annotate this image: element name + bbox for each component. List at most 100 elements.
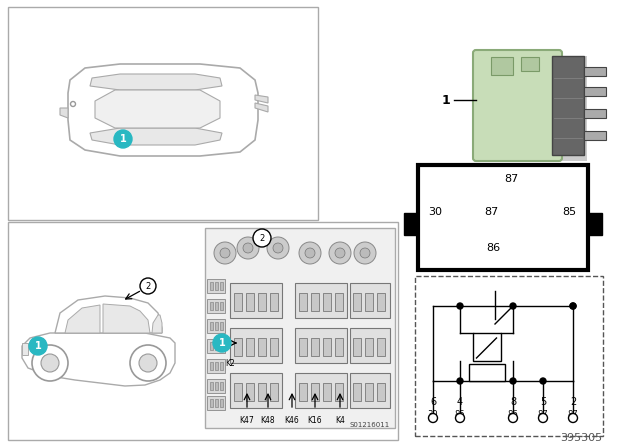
Circle shape <box>130 345 166 381</box>
Text: 86: 86 <box>508 409 518 418</box>
Bar <box>205 228 395 428</box>
Bar <box>521 57 539 71</box>
Text: K48: K48 <box>260 415 275 425</box>
Polygon shape <box>68 64 258 156</box>
Bar <box>415 276 603 436</box>
Text: 30: 30 <box>428 409 438 418</box>
Polygon shape <box>255 103 268 112</box>
Bar <box>311 338 319 356</box>
Bar <box>234 383 242 401</box>
Polygon shape <box>22 333 175 386</box>
Bar <box>335 383 343 401</box>
Bar <box>246 338 254 356</box>
Bar <box>418 165 588 270</box>
Text: K4: K4 <box>335 415 345 425</box>
Bar <box>220 322 223 330</box>
Bar <box>8 7 318 220</box>
Bar <box>220 302 223 310</box>
Bar <box>207 279 225 293</box>
Circle shape <box>510 378 516 384</box>
Bar <box>258 383 266 401</box>
Bar <box>220 282 223 290</box>
Text: 1: 1 <box>120 134 126 144</box>
Bar <box>323 293 331 311</box>
Circle shape <box>140 278 156 294</box>
Circle shape <box>540 378 546 384</box>
Polygon shape <box>90 74 222 90</box>
Circle shape <box>267 237 289 259</box>
Bar <box>295 373 347 408</box>
Text: 85: 85 <box>562 207 576 217</box>
Bar <box>323 338 331 356</box>
Bar <box>335 293 343 311</box>
Text: 1: 1 <box>219 338 225 348</box>
Bar <box>215 302 218 310</box>
Circle shape <box>360 248 370 258</box>
Bar <box>215 282 218 290</box>
Bar <box>210 399 213 407</box>
Polygon shape <box>55 296 162 333</box>
Circle shape <box>538 414 547 422</box>
Circle shape <box>139 354 157 372</box>
Text: 1: 1 <box>35 341 42 351</box>
Bar <box>215 382 218 390</box>
Circle shape <box>509 414 518 422</box>
Bar <box>210 382 213 390</box>
Bar <box>377 338 385 356</box>
Text: 87: 87 <box>538 409 548 418</box>
Bar <box>299 383 307 401</box>
Bar <box>207 319 225 333</box>
Bar <box>210 322 213 330</box>
Bar <box>207 359 225 373</box>
Bar <box>210 362 213 370</box>
Circle shape <box>29 337 47 355</box>
Circle shape <box>457 303 463 309</box>
Bar <box>468 364 504 381</box>
Bar <box>230 283 282 318</box>
Bar <box>207 379 225 393</box>
Bar <box>234 293 242 311</box>
Bar <box>215 399 218 407</box>
Bar <box>353 338 361 356</box>
Circle shape <box>354 242 376 264</box>
Bar <box>335 338 343 356</box>
Bar <box>230 373 282 408</box>
Bar <box>215 342 218 350</box>
Circle shape <box>568 414 577 422</box>
Bar <box>270 293 278 311</box>
Bar <box>311 293 319 311</box>
Bar <box>220 362 223 370</box>
Bar <box>270 338 278 356</box>
Bar <box>584 87 606 96</box>
Bar <box>472 333 500 361</box>
Text: 30: 30 <box>428 207 442 217</box>
Circle shape <box>429 414 438 422</box>
Text: 5: 5 <box>540 397 546 407</box>
Circle shape <box>457 378 463 384</box>
Text: 2: 2 <box>145 281 150 290</box>
Bar <box>299 338 307 356</box>
Text: 2: 2 <box>570 397 576 407</box>
Bar <box>353 383 361 401</box>
Circle shape <box>305 248 315 258</box>
Text: K47: K47 <box>239 415 254 425</box>
Text: K16: K16 <box>308 415 323 425</box>
Circle shape <box>243 243 253 253</box>
Polygon shape <box>90 128 222 145</box>
Bar <box>210 302 213 310</box>
Bar <box>258 293 266 311</box>
Bar <box>552 56 584 155</box>
Circle shape <box>329 242 351 264</box>
Bar <box>207 396 225 410</box>
Circle shape <box>570 303 576 309</box>
Bar <box>22 343 28 355</box>
Circle shape <box>214 242 236 264</box>
Text: 1: 1 <box>441 94 450 107</box>
Bar <box>210 282 213 290</box>
Circle shape <box>32 345 68 381</box>
Bar <box>220 342 223 350</box>
Bar <box>210 342 213 350</box>
Bar <box>207 339 225 353</box>
Text: 85: 85 <box>454 409 465 418</box>
Bar <box>220 399 223 407</box>
